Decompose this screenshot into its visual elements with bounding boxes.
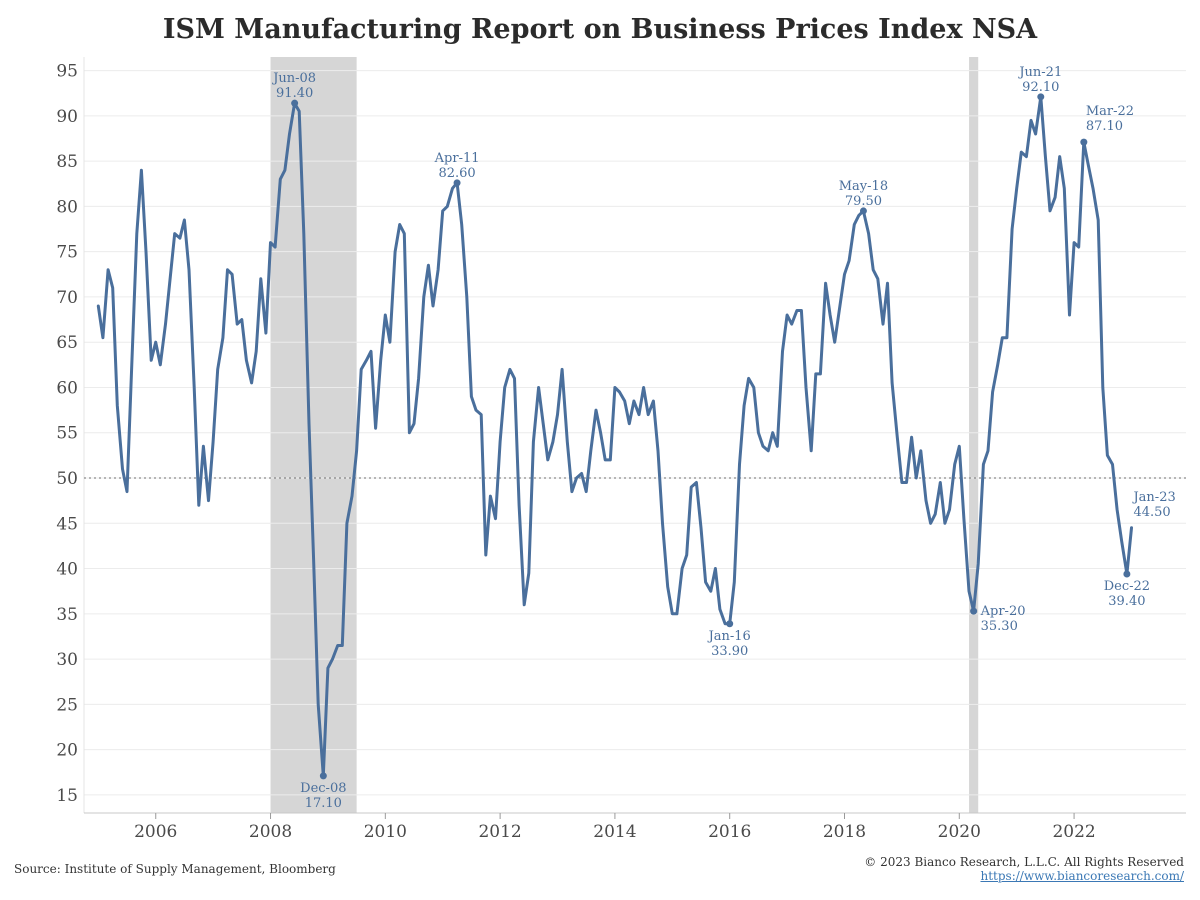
y-tick-label-45: 45	[56, 514, 78, 534]
x-tick-label-2006: 2006	[134, 822, 177, 842]
x-tick-label-2008: 2008	[249, 822, 292, 842]
y-tick-label-30: 30	[56, 650, 78, 670]
annotation-value-Jun-08: 91.40	[276, 86, 313, 101]
copyright-block: © 2023 Bianco Research, L.L.C. All Right…	[864, 855, 1184, 883]
annotation-value-Apr-11: 82.60	[438, 166, 475, 181]
y-tick-label-60: 60	[56, 378, 78, 398]
annotation-value-Jan-23: 44.50	[1133, 505, 1170, 520]
series-line	[96, 95, 1133, 778]
point-marker-Mar-22	[1080, 138, 1088, 146]
annotation-date-Apr-11: Apr-11	[434, 151, 480, 166]
y-tick-label-70: 70	[56, 288, 78, 308]
x-tick-label-2020: 2020	[938, 822, 981, 842]
source-note: Source: Institute of Supply Management, …	[14, 862, 336, 876]
y-tick-label-20: 20	[56, 741, 78, 761]
point-marker-Jun-21	[1037, 93, 1045, 101]
annotation-date-Dec-08: Dec-08	[300, 781, 346, 796]
annotation-value-Dec-08: 17.10	[305, 796, 342, 811]
y-tick-label-25: 25	[56, 695, 78, 715]
annotation-value-May-18: 79.50	[845, 194, 882, 209]
point-marker-Jun-08	[291, 99, 299, 107]
point-marker-Dec-08	[319, 772, 327, 780]
x-tick-label-2022: 2022	[1052, 822, 1095, 842]
x-tick-label-2014: 2014	[593, 822, 636, 842]
y-tick-label-80: 80	[56, 197, 78, 217]
annotation-value-Jan-16: 33.90	[711, 644, 748, 659]
x-tick-label-2012: 2012	[478, 822, 521, 842]
y-tick-label-95: 95	[56, 62, 78, 82]
y-tick-label-75: 75	[56, 243, 78, 263]
copyright-text: © 2023 Bianco Research, L.L.C. All Right…	[864, 855, 1184, 869]
y-tick-label-55: 55	[56, 424, 78, 444]
annotation-value-Dec-22: 39.40	[1108, 594, 1145, 609]
x-tick-label-2010: 2010	[364, 822, 407, 842]
annotation-value-Jun-21: 92.10	[1022, 80, 1059, 95]
chart-title: ISM Manufacturing Report on Business Pri…	[162, 14, 1038, 45]
annotation-value-Apr-20: 35.30	[981, 619, 1018, 634]
annotation-date-Jun-21: Jun-21	[1017, 65, 1062, 80]
x-tick-label-2016: 2016	[708, 822, 751, 842]
annotation-date-Jan-16: Jan-16	[707, 629, 751, 644]
annotation-date-Apr-20: Apr-20	[980, 604, 1026, 619]
y-tick-label-50: 50	[56, 469, 78, 489]
y-tick-label-35: 35	[56, 605, 78, 625]
x-tick-label-2018: 2018	[823, 822, 866, 842]
annotation-value-Mar-22: 87.10	[1086, 119, 1123, 134]
point-marker-May-18	[859, 207, 867, 215]
recession-band-0	[270, 57, 357, 813]
y-tick-label-65: 65	[56, 333, 78, 353]
point-marker-Dec-22	[1123, 570, 1131, 578]
y-tick-label-15: 15	[56, 786, 78, 806]
annotation-date-May-18: May-18	[839, 179, 888, 194]
annotation-date-Jun-08: Jun-08	[271, 71, 316, 86]
website-link[interactable]: https://www.biancoresearch.com/	[980, 869, 1184, 883]
annotation-date-Dec-22: Dec-22	[1104, 579, 1150, 594]
annotation-date-Mar-22: Mar-22	[1086, 104, 1134, 119]
y-tick-label-90: 90	[56, 107, 78, 127]
point-marker-Apr-11	[453, 179, 461, 187]
y-tick-label-40: 40	[56, 560, 78, 580]
point-marker-Jan-16	[726, 620, 734, 628]
y-tick-label-85: 85	[56, 152, 78, 172]
recession-band-1	[969, 57, 979, 813]
point-marker-Apr-20	[970, 607, 978, 615]
annotation-date-Jan-23: Jan-23	[1131, 490, 1175, 505]
